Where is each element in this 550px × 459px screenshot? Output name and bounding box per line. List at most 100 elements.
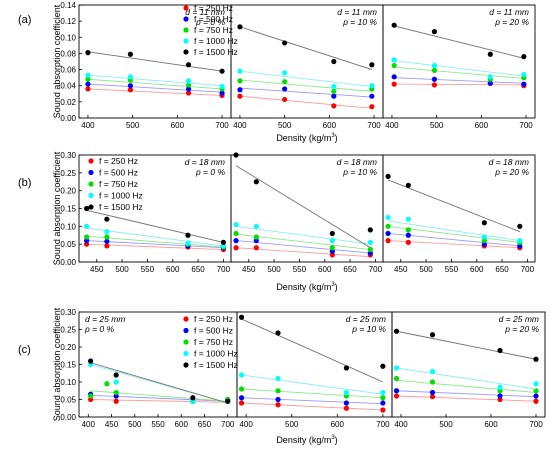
data-point bbox=[331, 93, 337, 99]
data-point bbox=[517, 223, 523, 229]
data-point bbox=[481, 238, 487, 244]
fit-line bbox=[87, 78, 223, 90]
annotation-thickness: d = 18 mm bbox=[337, 157, 377, 167]
annotation-thickness: d = 11 mm bbox=[337, 7, 377, 17]
fit-line bbox=[394, 25, 524, 59]
subplot-2: 400 500 600 700 d = 25 mmp = 10 % bbox=[236, 311, 393, 429]
x-tick-label: 650 bbox=[495, 265, 509, 274]
data-point bbox=[391, 22, 397, 28]
x-tick-label: 650 bbox=[191, 265, 205, 274]
data-point bbox=[429, 379, 436, 385]
legend-marker bbox=[88, 204, 94, 210]
x-tick-label: 700 bbox=[529, 420, 543, 429]
x-tick-label: 700 bbox=[521, 265, 535, 274]
data-point bbox=[533, 356, 539, 362]
legend-marker bbox=[183, 16, 189, 22]
data-point bbox=[113, 372, 119, 378]
annotation-thickness: d = 18 mm bbox=[489, 157, 529, 167]
data-point bbox=[113, 398, 119, 404]
data-point bbox=[517, 238, 523, 244]
fit-line bbox=[90, 362, 228, 404]
data-point bbox=[343, 405, 350, 411]
annotation-thickness: d = 18 mm bbox=[185, 157, 225, 167]
x-tick-label: 500 bbox=[419, 265, 433, 274]
fit-line bbox=[86, 235, 224, 248]
data-point bbox=[237, 93, 243, 99]
data-point bbox=[331, 103, 337, 109]
data-point bbox=[369, 83, 375, 89]
x-tick-label: 600 bbox=[323, 121, 337, 130]
subplot-frame bbox=[382, 154, 536, 263]
data-point bbox=[391, 57, 397, 63]
data-point bbox=[238, 372, 245, 378]
data-point bbox=[369, 104, 375, 110]
x-tick-label: 500 bbox=[278, 121, 292, 130]
data-point bbox=[391, 74, 397, 80]
x-tick-label: 600 bbox=[318, 265, 332, 274]
data-point bbox=[429, 332, 436, 338]
y-axis-label: Sound absorption coefficient bbox=[52, 4, 62, 118]
data-point bbox=[481, 220, 487, 226]
data-point bbox=[533, 398, 539, 404]
data-point bbox=[380, 389, 386, 396]
data-point bbox=[88, 393, 94, 399]
annotation-thickness: d = 25 mm bbox=[346, 314, 386, 324]
x-tick-label: 400 bbox=[385, 121, 399, 130]
data-point bbox=[233, 238, 239, 244]
data-point bbox=[431, 62, 438, 69]
data-point bbox=[380, 400, 386, 406]
subplot-1: 400 450 500 550 600 650 700 d = 25 mmp = 0 % bbox=[78, 311, 238, 429]
y-axis-label: Sound absorption coefficient bbox=[52, 151, 62, 265]
data-point bbox=[393, 388, 400, 394]
x-tick-label: 500 bbox=[115, 265, 129, 274]
data-point bbox=[431, 82, 438, 88]
x-tick-label: 450 bbox=[90, 265, 104, 274]
legend-entry: f = 250 Hz bbox=[194, 314, 233, 324]
legend-marker bbox=[183, 49, 189, 55]
y-tick-label: 0.10 bbox=[60, 33, 76, 42]
data-point bbox=[85, 86, 91, 92]
y-tick-label: 0.00 bbox=[60, 413, 76, 422]
legend-marker bbox=[88, 158, 94, 164]
data-point bbox=[219, 68, 225, 74]
y-tick-label: 0.25 bbox=[60, 326, 76, 335]
x-tick-label: 400 bbox=[81, 121, 95, 130]
y-tick-label: 0.04 bbox=[60, 82, 76, 91]
data-point bbox=[343, 389, 350, 396]
data-point bbox=[253, 234, 259, 240]
data-point bbox=[393, 365, 400, 371]
legend-entry: f = 250 Hz bbox=[194, 3, 233, 13]
data-point bbox=[429, 389, 436, 396]
x-tick-label: 600 bbox=[475, 121, 489, 130]
data-point bbox=[343, 400, 350, 406]
x-axis-label: Density (kg/m3) bbox=[276, 282, 337, 292]
data-point bbox=[253, 245, 259, 251]
data-point bbox=[431, 29, 438, 35]
data-point bbox=[233, 221, 239, 228]
data-point bbox=[85, 72, 91, 78]
data-point bbox=[233, 152, 239, 158]
y-tick-label: 0.06 bbox=[60, 66, 76, 75]
x-tick-label: 500 bbox=[285, 420, 299, 429]
fit-line bbox=[396, 330, 537, 360]
fit-line bbox=[239, 79, 372, 92]
data-point bbox=[104, 234, 110, 240]
data-point bbox=[253, 179, 259, 185]
data-point bbox=[237, 87, 243, 93]
data-point bbox=[497, 393, 503, 399]
data-point bbox=[282, 70, 288, 76]
x-tick-label: 400 bbox=[82, 420, 96, 429]
data-point bbox=[429, 368, 436, 375]
y-tick-label: 0.05 bbox=[60, 396, 76, 405]
data-point bbox=[220, 239, 226, 245]
data-point bbox=[385, 223, 391, 229]
data-point bbox=[282, 86, 288, 92]
legend-entry: f = 1500 Hz bbox=[99, 202, 143, 212]
legend-entry: f = 1000 Hz bbox=[194, 36, 238, 46]
fit-line bbox=[236, 240, 371, 254]
data-point bbox=[237, 68, 243, 74]
x-tick-label: 400 bbox=[239, 420, 253, 429]
data-point bbox=[380, 363, 386, 369]
